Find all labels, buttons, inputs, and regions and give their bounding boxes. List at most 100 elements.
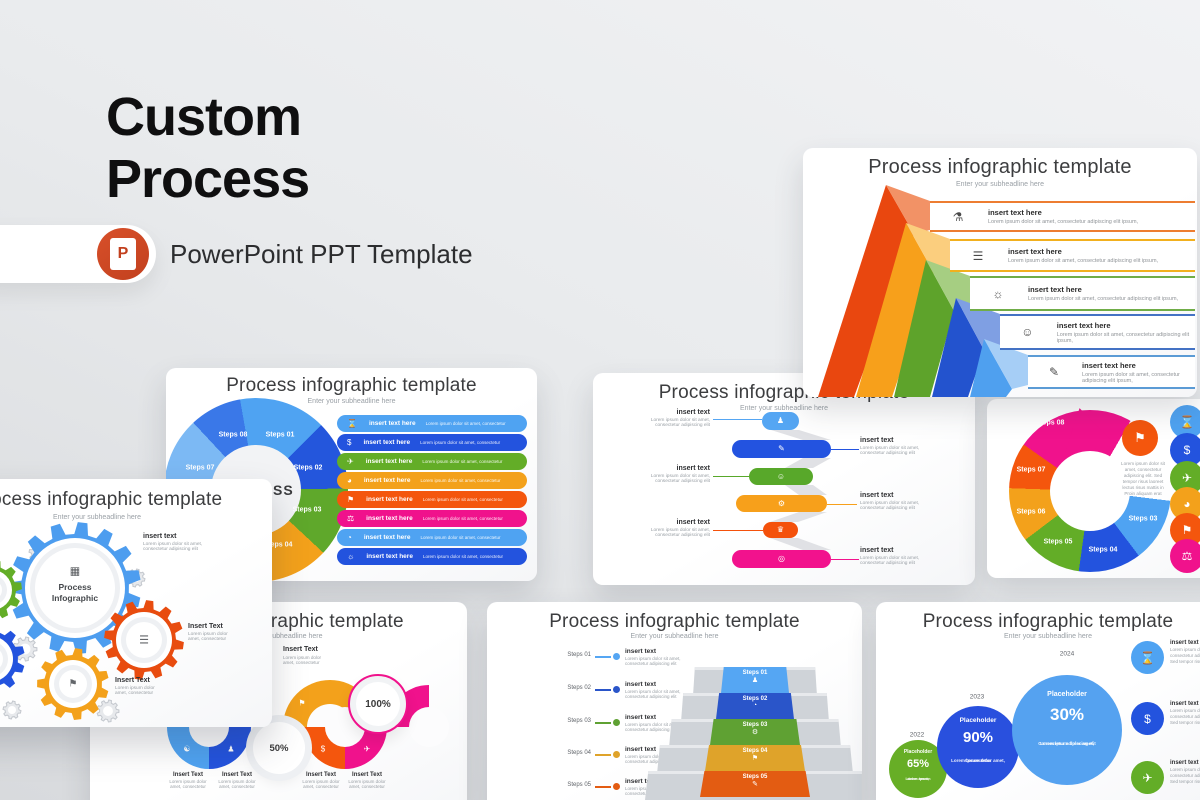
legend-line [595, 722, 611, 724]
label-line: Lorem ipsum dolor sit amet, [625, 754, 681, 759]
gear-label-3: Insert Text Lorem ipsum dolor amet, cons… [115, 677, 185, 696]
legend-text: insert text Lorem ipsum dolor sit amet, … [625, 681, 705, 699]
legend-line [595, 689, 611, 691]
progress-badge-50: 50% [253, 722, 305, 774]
label-line: consectetur adipisci [1170, 773, 1200, 778]
list-item: ◔ insert text here Lorem ipsum dolor sit… [337, 529, 527, 546]
slide-title: Process infographic template [0, 489, 223, 510]
band-1-top [886, 185, 930, 234]
row-desc: Lorem ipsum dolor sit amet, consectetur … [1028, 296, 1179, 302]
dollar-icon: $ [347, 437, 352, 447]
label-title: insert text [625, 714, 657, 721]
circ-seg-label: Steps 08 [1035, 419, 1065, 427]
label-title: Insert Text [352, 772, 382, 778]
dollar-icon: $ [1131, 702, 1164, 735]
center-line: Process [58, 582, 92, 592]
pie-chart-icon: ◕ [347, 475, 352, 485]
label-line: consectetur adipiscing elit [860, 506, 915, 511]
icon-glyph: $ [1183, 443, 1191, 457]
label-line: amet, consectetur [349, 784, 385, 789]
item-label: insert text here [363, 439, 411, 446]
label-line: Lorem ipsum dolor s [1170, 767, 1200, 772]
row-desc: Lorem ipsum dolor sit amet, consectetur … [1008, 258, 1159, 264]
label-line: Lorem ipsum dolor sit amet, [625, 689, 681, 694]
bubble-label: Placeholder [903, 749, 933, 755]
slide-subtitle: Enter your subheadline here [956, 181, 1044, 188]
briefcase-icon: ♟ [776, 416, 785, 425]
legend-dot [613, 751, 620, 758]
zigzag-connectors [770, 430, 831, 550]
circ-seg-label: Steps 07 [1016, 466, 1046, 474]
gears-graphic [0, 522, 184, 723]
band-3-side [894, 260, 954, 397]
chevron-row-4: ☺ insert text here Lorem ipsum dolor sit … [1000, 314, 1195, 350]
item-desc: Lorem ipsum dolor sit amet, consectetur [422, 554, 503, 559]
item-desc: Lorem ipsum dolor sit amet, consectetur [420, 440, 501, 445]
label-line: Lorem ipsum dolor [115, 686, 155, 691]
rocket-icon: ✈ [363, 744, 371, 754]
zigzag-node-4: ⚙ [736, 495, 827, 512]
step-label: Steps 01 [742, 670, 768, 676]
dollar-icon: $ [320, 744, 326, 754]
connector-line [831, 449, 859, 450]
trophy-icon: ♛ [776, 525, 785, 534]
label-title: insert text her [1170, 701, 1200, 707]
slide-subtitle: Enter your subheadline here [234, 633, 323, 640]
item-desc: Lorem ipsum dolor sit amet, consectetur [420, 478, 501, 483]
band-4-side [932, 298, 984, 397]
step-label: Steps 05 [742, 774, 768, 780]
list-item: ⌛ insert text here Lorem ipsum dolor sit… [337, 415, 527, 432]
icon-glyph: ✈ [1181, 471, 1193, 485]
flask-icon: ⚗ [952, 209, 964, 224]
connector-line [827, 504, 857, 505]
stamp-icon: ♟ [227, 744, 235, 754]
stair-step-1: Steps 01 ♟ [721, 667, 789, 693]
person-icon: ♟ [751, 677, 759, 684]
list-item: $ insert text here Lorem ipsum dolor sit… [337, 434, 527, 451]
donut-seg-label: Steps 01 [265, 431, 295, 439]
label-title: Insert Text [222, 772, 252, 778]
idea-icon: ☼ [347, 551, 355, 561]
rocket-icon: ✈ [1131, 761, 1164, 794]
row-label: insert text here [988, 208, 1042, 217]
label-line: Lorem ipsum dolor [169, 779, 207, 784]
icon-glyph: $ [1144, 711, 1151, 726]
label-title: insert text [676, 409, 710, 416]
team-icon: ☺ [1021, 325, 1034, 339]
row-label: insert text here [1008, 247, 1062, 256]
band-2-side [856, 223, 934, 397]
gear-label-2: Insert Text Lorem ipsum dolor amet, cons… [188, 623, 258, 642]
note-line: Proin aliquam erat [1124, 491, 1162, 496]
legend-text: insert text Lorem ipsum dolor sit amet, … [625, 714, 705, 732]
circular-center [1050, 451, 1130, 531]
wave-label: Insert Text Lorem ipsum dolor amet, cons… [334, 772, 400, 789]
stair-step-4: Steps 04 ⚑ [705, 745, 805, 771]
badge-label: PowerPoint PPT Template [170, 239, 473, 269]
bubble-side-label: insert text her Lorem ipsum dolor s cons… [1170, 760, 1200, 784]
wave-label: Insert Text Lorem ipsum dolor amet, cons… [155, 772, 221, 789]
label-title: insert text [860, 437, 894, 444]
label-line: Lorem ipsum dolor s [1170, 647, 1200, 652]
person-icon: ☺ [776, 471, 786, 481]
slide-subtitle: Enter your subheadline here [1004, 633, 1092, 640]
label-title: insert text her [1170, 640, 1200, 646]
hourglass-icon: ⌛ [1131, 641, 1164, 674]
zigzag-node-3: ☺ [749, 468, 813, 485]
side-label: insert text Lorem ipsum dolor sit amet, … [645, 519, 710, 538]
label-line: consectetur adipiscing elit [625, 694, 677, 699]
coins-icon: ⚖ [347, 513, 355, 523]
band-5-top [984, 339, 1028, 389]
label-line: consectetur adipiscing elit [860, 561, 915, 566]
label-line: Lorem ipsum dolor [302, 779, 340, 784]
lightbulb-icon: ☼ [992, 286, 1004, 301]
document-edit-icon: ✎ [778, 444, 785, 453]
legend-label: Steps 02 [567, 685, 591, 691]
list-item: ⚑ insert text here Lorem ipsum dolor sit… [337, 491, 527, 508]
label-line: consectetur adipiscing elit [860, 451, 915, 456]
label-line: amet, consectetur [283, 660, 320, 665]
bubble-value: 90% [962, 729, 994, 746]
list-item: ☼ insert text here Lorem ipsum dolor sit… [337, 548, 527, 565]
rocket-icon: ✈ [347, 456, 354, 466]
item-label: insert text here [363, 534, 411, 541]
list-item: ◕ insert text here Lorem ipsum dolor sit… [337, 472, 527, 489]
